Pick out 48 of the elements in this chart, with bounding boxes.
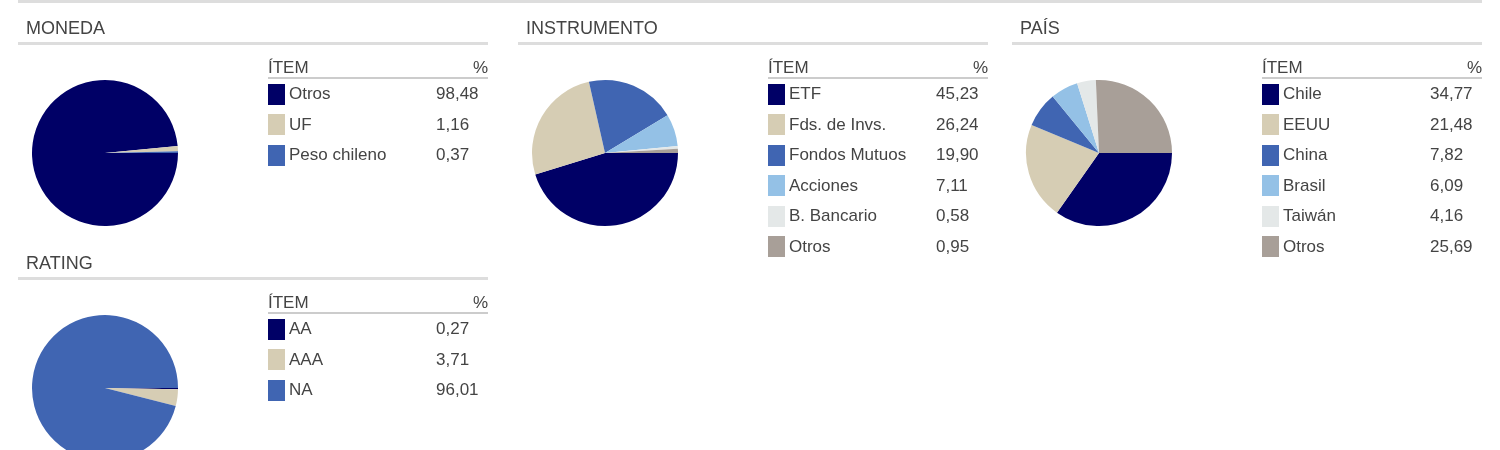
legend-label: Fondos Mutuos [789, 145, 908, 166]
legend-label: Brasil [1283, 175, 1327, 196]
data-label: 4,16 [1430, 206, 1465, 227]
chart-title: INSTRUMENTO [518, 10, 988, 45]
data-label: 0,58 [936, 206, 971, 227]
legend-title: ÍTEM [768, 58, 809, 77]
data-label: 0,27 [436, 319, 471, 340]
legend-label: NA [289, 380, 314, 401]
legend-label: ETF [789, 84, 823, 105]
chart-title: PAÍS [1012, 10, 1482, 45]
chart-title: MONEDA [18, 10, 488, 45]
legend-label: Otros [289, 84, 332, 105]
text: % [972, 58, 988, 77]
legend-label: AA [289, 319, 313, 340]
legend-label: Acciones [789, 175, 859, 196]
legend-title: ÍTEM [268, 58, 309, 77]
text: % [472, 58, 488, 77]
data-label: 1,16 [436, 114, 471, 135]
data-label: 7,82 [1430, 145, 1465, 166]
legend-label: Chile [1283, 84, 1323, 105]
data-label: 96,01 [436, 380, 480, 401]
data-label: 34,77 [1430, 84, 1474, 105]
legend-label: Otros [789, 236, 832, 257]
legend-title: ÍTEM [1262, 58, 1303, 77]
text: % [1466, 58, 1482, 77]
legend-label: Fds. de Invs. [789, 114, 888, 135]
legend-label: Otros [1283, 236, 1326, 257]
data-label: 3,71 [436, 349, 471, 370]
legend-label: UF [289, 114, 313, 135]
data-label: 0,37 [436, 145, 471, 166]
data-label: 26,24 [936, 114, 980, 135]
legend-label: B. Bancario [789, 206, 878, 227]
data-label: 7,11 [936, 175, 969, 196]
legend-label: EEUU [1283, 114, 1332, 135]
data-label: 6,09 [1430, 175, 1465, 196]
data-label: 0,95 [936, 236, 971, 257]
data-label: 21,48 [1430, 114, 1474, 135]
legend-label: China [1283, 145, 1329, 166]
legend-label: Taiwán [1283, 206, 1337, 227]
chart-title: RATING [18, 245, 488, 280]
legend-label: AAA [289, 349, 325, 370]
legend-title: ÍTEM [268, 293, 309, 312]
data-label: 19,90 [936, 145, 980, 166]
data-label: 45,23 [936, 84, 980, 105]
text: % [472, 293, 488, 312]
legend-label: Peso chileno [289, 145, 388, 166]
data-label: 98,48 [436, 84, 480, 105]
data-label: 25,69 [1430, 236, 1474, 257]
